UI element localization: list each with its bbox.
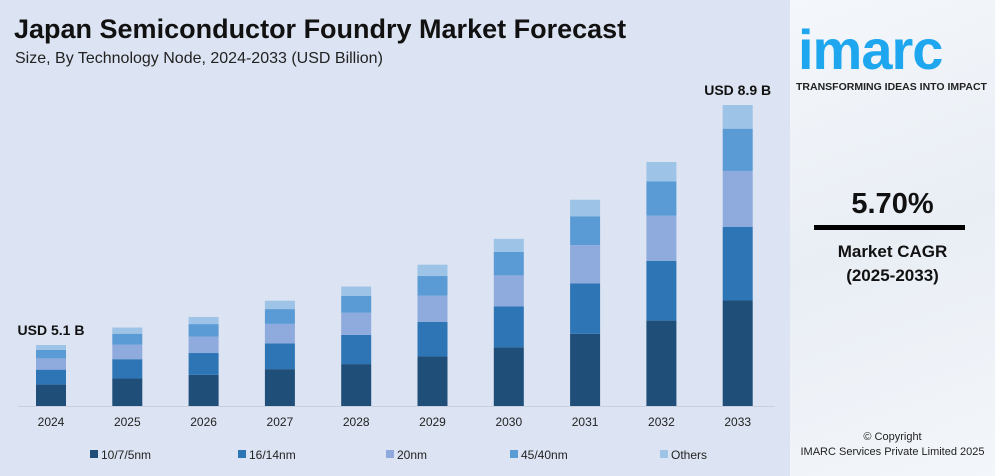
bar-segment-16-14nm-2024	[36, 369, 66, 385]
company-name: IMARC Services Private Limited 2025	[800, 446, 985, 458]
copyright: © Copyright IMARC Services Private Limit…	[790, 430, 995, 460]
bar-segment-20nm-2033	[722, 170, 753, 227]
total-label: USD 5.1 B	[18, 322, 85, 338]
total-label: USD 8.9 B	[704, 82, 771, 98]
bar-segment-20nm-2026	[188, 336, 219, 354]
bar-segment-Others-2032	[646, 162, 677, 182]
bar-segment-Others-2031	[570, 199, 601, 217]
bar-segment-16-14nm-2026	[188, 353, 219, 375]
bar-segment-20nm-2025	[112, 344, 143, 360]
legend-swatch	[238, 450, 246, 458]
x-tick-label: 2031	[572, 415, 599, 429]
cagr-period: (2025-2033)	[846, 266, 939, 285]
bar-segment-16-14nm-2028	[341, 334, 372, 365]
x-tick-label: 2026	[190, 415, 217, 429]
bar-segment-20nm-2029	[417, 295, 448, 322]
bar-segment-45-40nm-2031	[570, 216, 601, 246]
bar-segment-10-7-5nm-2027	[264, 369, 295, 406]
cagr-label-text: Market CAGR	[837, 242, 948, 261]
legend-swatch	[660, 450, 668, 458]
bar-segment-16-14nm-2025	[112, 359, 143, 379]
bar-segment-45-40nm-2026	[188, 324, 219, 337]
tagline: TRANSFORMING IDEAS INTO IMPACT	[796, 81, 987, 93]
chart-panel: Japan Semiconductor Foundry Market Forec…	[14, 14, 775, 462]
bar-segment-Others-2028	[341, 286, 372, 296]
bar-segment-10-7-5nm-2028	[341, 364, 372, 406]
legend-label: 45/40nm	[521, 448, 568, 462]
chart-title: Japan Semiconductor Foundry Market Forec…	[14, 14, 627, 44]
bar-segment-Others-2024	[36, 345, 66, 350]
copyright-text: © Copyright	[863, 431, 922, 443]
bar-segment-Others-2030	[493, 238, 524, 252]
bar-segment-20nm-2024	[36, 358, 66, 370]
bar-segment-10-7-5nm-2032	[646, 320, 677, 406]
bar-segment-Others-2027	[264, 300, 295, 310]
x-tick-label: 2027	[267, 415, 294, 429]
bar-segment-10-7-5nm-2033	[722, 300, 753, 406]
bar-segment-20nm-2032	[646, 215, 677, 261]
bar-segment-45-40nm-2033	[722, 128, 753, 171]
x-tick-label: 2024	[38, 415, 65, 429]
bar-segment-45-40nm-2029	[417, 276, 448, 296]
bar-segment-Others-2026	[188, 316, 219, 325]
legend-label: 16/14nm	[249, 448, 296, 462]
imarc-logo: imarc	[798, 18, 943, 81]
bar-segment-10-7-5nm-2026	[188, 374, 219, 406]
cagr-value: 5.70%	[851, 188, 934, 220]
bar-segment-10-7-5nm-2031	[570, 333, 601, 406]
bar-segment-20nm-2031	[570, 245, 601, 284]
x-tick-label: 2032	[648, 415, 675, 429]
legend-label: 10/7/5nm	[101, 448, 151, 462]
bar-segment-10-7-5nm-2024	[36, 384, 66, 406]
cagr-label: Market CAGR (2025-2033)	[790, 240, 995, 288]
x-tick-label: 2029	[419, 415, 446, 429]
bar-segment-Others-2025	[112, 327, 143, 334]
bar-segment-16-14nm-2030	[493, 306, 524, 348]
x-tick-label: 2033	[724, 415, 751, 429]
bar-segment-16-14nm-2027	[264, 343, 295, 370]
bar-segment-Others-2033	[722, 105, 753, 129]
bar-segment-45-40nm-2030	[493, 251, 524, 276]
bar-segment-16-14nm-2029	[417, 321, 448, 357]
bar-segment-20nm-2030	[493, 275, 524, 307]
chart-subtitle: Size, By Technology Node, 2024-2033 (USD…	[15, 50, 383, 67]
side-panel: imarc TRANSFORMING IDEAS INTO IMPACT 5.7…	[790, 0, 995, 476]
bar-segment-16-14nm-2032	[646, 260, 677, 321]
bar-segment-16-14nm-2033	[722, 226, 753, 301]
bar-segment-45-40nm-2025	[112, 333, 143, 345]
legend-swatch	[386, 450, 394, 458]
cagr-divider	[814, 225, 965, 230]
legend-label: Others	[671, 448, 707, 462]
bar-segment-16-14nm-2031	[570, 283, 601, 334]
legend-label: 20nm	[397, 448, 427, 462]
bar-segment-45-40nm-2032	[646, 181, 677, 216]
bar-segment-20nm-2028	[341, 312, 372, 335]
x-tick-label: 2030	[495, 415, 522, 429]
bar-segment-Others-2029	[417, 264, 448, 277]
bar-segment-10-7-5nm-2029	[417, 356, 448, 406]
bar-segment-10-7-5nm-2030	[493, 347, 524, 406]
legend-swatch	[90, 450, 98, 458]
legend-swatch	[510, 450, 518, 458]
x-tick-label: 2025	[114, 415, 141, 429]
x-tick-label: 2028	[343, 415, 370, 429]
bar-segment-45-40nm-2027	[264, 309, 295, 324]
bar-segment-45-40nm-2028	[341, 295, 372, 313]
bar-segment-20nm-2027	[264, 323, 295, 344]
bar-segment-45-40nm-2024	[36, 349, 66, 359]
stacked-bar-chart: 2024 USD 5.1 B 2025 2026 2027 2028 2029 2030 203…	[18, 82, 775, 462]
bar-segment-10-7-5nm-2025	[112, 378, 143, 406]
